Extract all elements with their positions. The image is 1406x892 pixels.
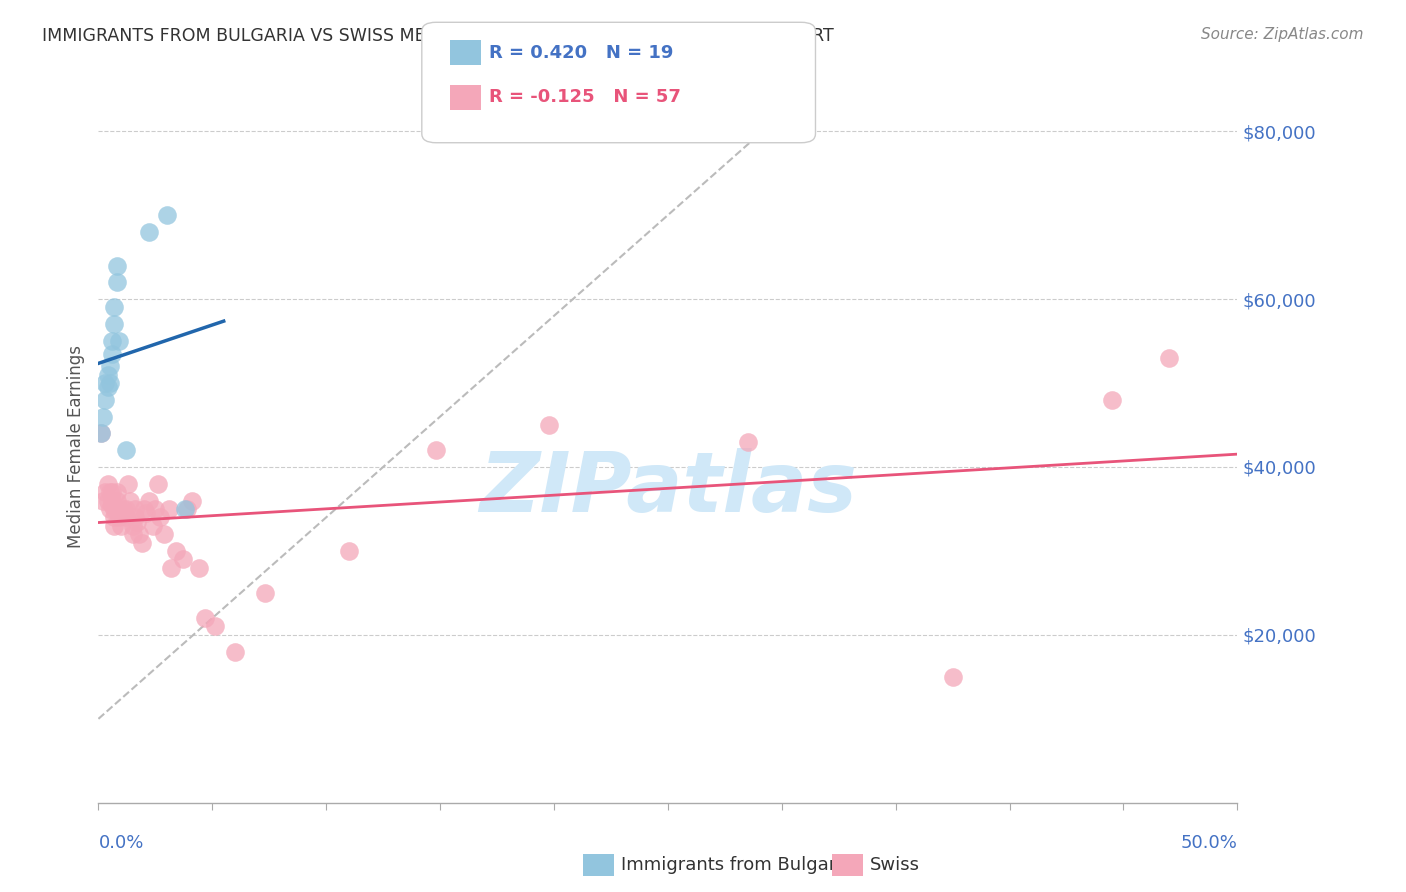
- Point: [165, 544, 187, 558]
- Text: 0.0%: 0.0%: [98, 834, 143, 852]
- Point: [187, 560, 209, 574]
- Point: [737, 434, 759, 449]
- Point: [98, 359, 121, 374]
- Text: IMMIGRANTS FROM BULGARIA VS SWISS MEDIAN FEMALE EARNINGS CORRELATION CHART: IMMIGRANTS FROM BULGARIA VS SWISS MEDIAN…: [42, 27, 834, 45]
- Point: [132, 502, 155, 516]
- Point: [160, 560, 183, 574]
- Point: [146, 476, 169, 491]
- Point: [1157, 351, 1180, 365]
- Point: [105, 485, 128, 500]
- Point: [103, 510, 125, 524]
- Point: [103, 301, 125, 315]
- Point: [105, 493, 128, 508]
- Point: [176, 502, 198, 516]
- Point: [114, 502, 136, 516]
- Point: [98, 502, 121, 516]
- Point: [98, 376, 121, 390]
- Point: [172, 552, 194, 566]
- Y-axis label: Median Female Earnings: Median Female Earnings: [66, 344, 84, 548]
- Point: [142, 518, 165, 533]
- Point: [90, 426, 112, 441]
- Text: R = -0.125   N = 57: R = -0.125 N = 57: [489, 88, 681, 106]
- Point: [117, 476, 139, 491]
- Point: [942, 670, 965, 684]
- Text: ZIPatlas: ZIPatlas: [479, 449, 856, 529]
- Point: [91, 409, 114, 424]
- Point: [135, 506, 157, 520]
- Point: [110, 518, 132, 533]
- Point: [108, 334, 131, 348]
- Point: [131, 535, 153, 549]
- Point: [96, 493, 118, 508]
- Point: [108, 502, 131, 516]
- Point: [194, 611, 217, 625]
- Point: [103, 318, 125, 332]
- Point: [96, 368, 118, 382]
- Point: [105, 259, 128, 273]
- Point: [124, 502, 146, 516]
- Point: [114, 510, 136, 524]
- Point: [94, 376, 117, 390]
- Point: [124, 510, 146, 524]
- Point: [204, 619, 226, 633]
- Point: [145, 502, 167, 516]
- Point: [174, 502, 197, 516]
- Point: [121, 518, 143, 533]
- Point: [138, 493, 160, 508]
- Point: [153, 527, 176, 541]
- Point: [224, 645, 246, 659]
- Point: [101, 346, 124, 360]
- Point: [103, 518, 125, 533]
- Text: Source: ZipAtlas.com: Source: ZipAtlas.com: [1201, 27, 1364, 42]
- Point: [180, 493, 202, 508]
- Point: [149, 510, 172, 524]
- Point: [128, 527, 150, 541]
- Point: [90, 426, 112, 441]
- Point: [253, 586, 276, 600]
- Point: [94, 485, 117, 500]
- Point: [101, 334, 124, 348]
- Point: [94, 392, 117, 407]
- Point: [101, 498, 124, 512]
- Point: [112, 506, 135, 520]
- Point: [98, 485, 121, 500]
- Point: [105, 275, 128, 289]
- Point: [120, 493, 142, 508]
- Point: [425, 443, 447, 458]
- Point: [138, 225, 160, 239]
- Text: R = 0.420   N = 19: R = 0.420 N = 19: [489, 44, 673, 62]
- Point: [127, 515, 149, 529]
- Point: [101, 485, 124, 500]
- Point: [112, 502, 135, 516]
- Point: [91, 493, 114, 508]
- Point: [157, 502, 180, 516]
- Text: Swiss: Swiss: [870, 856, 921, 874]
- Point: [538, 417, 561, 432]
- Point: [103, 502, 125, 516]
- Point: [96, 380, 118, 394]
- Point: [156, 208, 179, 222]
- Text: Immigrants from Bulgaria: Immigrants from Bulgaria: [621, 856, 853, 874]
- Point: [96, 476, 118, 491]
- Point: [101, 493, 124, 508]
- Point: [1101, 392, 1123, 407]
- Point: [121, 527, 143, 541]
- Text: 50.0%: 50.0%: [1181, 834, 1237, 852]
- Point: [114, 443, 136, 458]
- Point: [337, 544, 360, 558]
- Point: [108, 510, 131, 524]
